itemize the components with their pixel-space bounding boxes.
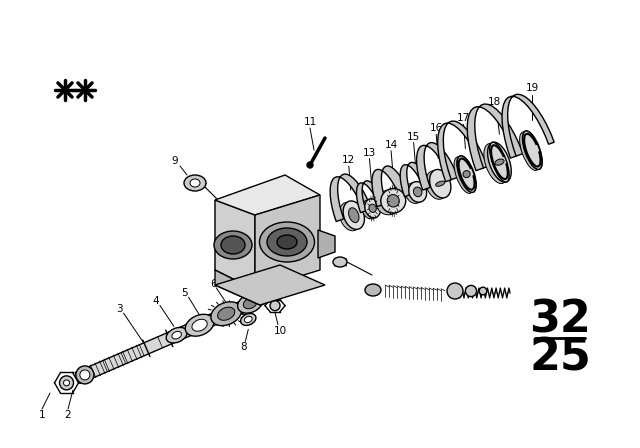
- Text: 7: 7: [237, 271, 243, 280]
- Ellipse shape: [365, 199, 380, 218]
- Text: 15: 15: [407, 132, 420, 142]
- Circle shape: [80, 370, 90, 380]
- Text: 25: 25: [529, 336, 591, 379]
- Ellipse shape: [369, 204, 376, 212]
- Text: 10: 10: [273, 326, 287, 336]
- Text: 2: 2: [65, 410, 71, 420]
- Ellipse shape: [381, 189, 406, 213]
- Ellipse shape: [376, 190, 401, 215]
- Ellipse shape: [362, 200, 378, 219]
- Text: 3: 3: [116, 304, 123, 314]
- Circle shape: [479, 287, 487, 295]
- Ellipse shape: [211, 302, 241, 326]
- Polygon shape: [215, 265, 325, 305]
- Polygon shape: [467, 104, 523, 171]
- Ellipse shape: [237, 294, 262, 313]
- Ellipse shape: [522, 131, 542, 169]
- Ellipse shape: [267, 228, 307, 256]
- Ellipse shape: [214, 231, 252, 259]
- Ellipse shape: [457, 156, 476, 192]
- Circle shape: [60, 376, 74, 390]
- Circle shape: [76, 366, 94, 384]
- Ellipse shape: [436, 181, 445, 186]
- Polygon shape: [255, 195, 320, 290]
- Ellipse shape: [343, 201, 364, 229]
- Circle shape: [270, 301, 280, 310]
- Text: 14: 14: [385, 140, 397, 150]
- Ellipse shape: [166, 327, 187, 343]
- Text: 1: 1: [38, 410, 45, 420]
- Polygon shape: [215, 200, 255, 290]
- Polygon shape: [417, 142, 458, 190]
- Ellipse shape: [244, 316, 252, 323]
- Ellipse shape: [457, 156, 476, 192]
- Ellipse shape: [409, 181, 427, 202]
- Ellipse shape: [454, 157, 474, 194]
- Text: 11: 11: [303, 117, 317, 127]
- Ellipse shape: [495, 159, 504, 165]
- Ellipse shape: [413, 187, 422, 197]
- Ellipse shape: [185, 314, 214, 336]
- Ellipse shape: [172, 332, 182, 339]
- Ellipse shape: [190, 179, 200, 187]
- Ellipse shape: [426, 171, 447, 199]
- Polygon shape: [372, 166, 410, 207]
- Polygon shape: [215, 270, 260, 305]
- Text: 13: 13: [363, 148, 376, 158]
- Ellipse shape: [405, 183, 424, 203]
- Text: 17: 17: [457, 113, 470, 124]
- Ellipse shape: [488, 142, 511, 182]
- Text: 6: 6: [210, 279, 216, 289]
- Text: 18: 18: [488, 97, 501, 107]
- Text: 16: 16: [429, 123, 443, 134]
- Ellipse shape: [463, 171, 470, 177]
- Text: 8: 8: [240, 342, 246, 353]
- Text: 5: 5: [181, 288, 188, 298]
- Polygon shape: [330, 174, 371, 222]
- Polygon shape: [75, 277, 300, 383]
- Ellipse shape: [277, 235, 297, 249]
- Ellipse shape: [365, 284, 381, 296]
- Ellipse shape: [520, 132, 540, 170]
- Ellipse shape: [192, 319, 207, 331]
- Polygon shape: [318, 230, 335, 258]
- Ellipse shape: [241, 314, 256, 325]
- Ellipse shape: [259, 222, 314, 262]
- Circle shape: [465, 285, 477, 297]
- Polygon shape: [438, 121, 488, 182]
- Ellipse shape: [523, 131, 542, 169]
- Ellipse shape: [484, 143, 508, 184]
- Text: 9: 9: [172, 156, 179, 166]
- Circle shape: [447, 283, 463, 299]
- Polygon shape: [356, 181, 385, 213]
- Text: 19: 19: [525, 83, 539, 93]
- Text: 4: 4: [152, 297, 159, 306]
- Ellipse shape: [429, 169, 451, 198]
- Ellipse shape: [333, 257, 347, 267]
- Text: 32: 32: [529, 298, 591, 341]
- Ellipse shape: [243, 298, 257, 309]
- Polygon shape: [215, 175, 320, 215]
- Ellipse shape: [221, 236, 245, 254]
- Polygon shape: [502, 94, 554, 158]
- Ellipse shape: [218, 307, 235, 320]
- Circle shape: [307, 162, 313, 168]
- Ellipse shape: [349, 208, 359, 223]
- Circle shape: [63, 380, 70, 386]
- Ellipse shape: [387, 194, 399, 207]
- Text: 12: 12: [342, 155, 355, 165]
- Ellipse shape: [490, 142, 509, 182]
- Ellipse shape: [339, 202, 361, 231]
- Polygon shape: [400, 162, 431, 197]
- Ellipse shape: [184, 175, 206, 191]
